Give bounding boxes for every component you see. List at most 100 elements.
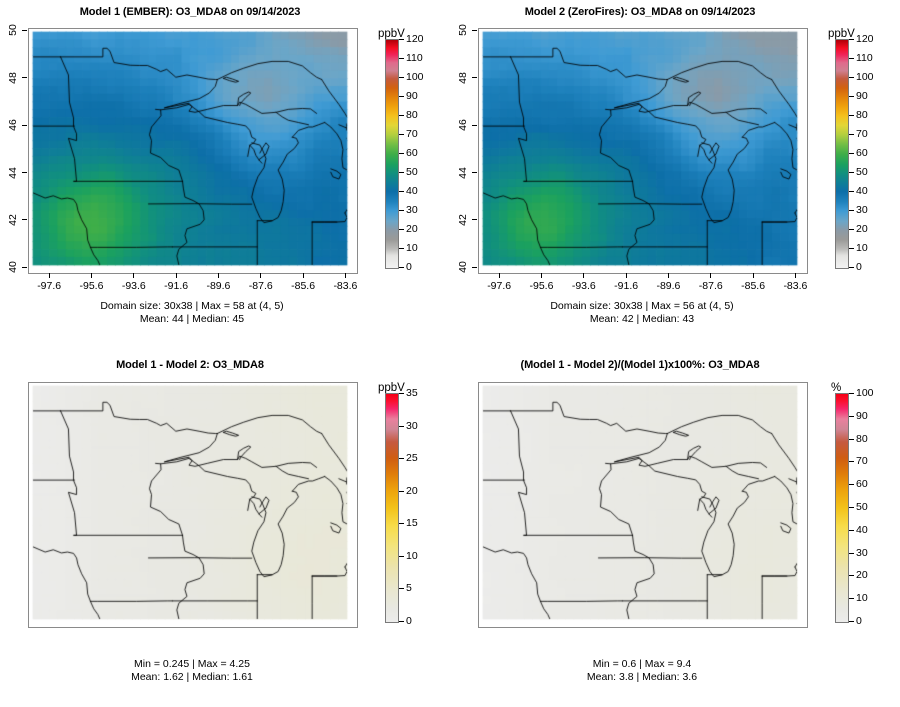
map-raster-diff-pct: [479, 383, 807, 627]
colorbar-tick-label: 80: [856, 109, 868, 121]
map-plot-area[interactable]: [28, 28, 358, 274]
colorbar-gradient: [385, 39, 399, 269]
colorbar-tick-label: 100: [406, 71, 424, 83]
y-tick-label: 44: [457, 166, 469, 179]
colorbar-tick: [399, 229, 404, 230]
panel-caption: Min = 0.245 | Max = 4.25 Mean: 1.62 | Me…: [131, 658, 253, 683]
y-tick-mark: [22, 77, 27, 79]
colorbar-gradient: [385, 393, 399, 623]
y-tick-mark: [22, 219, 27, 221]
y-tick-label: 48: [7, 71, 19, 84]
colorbar-tick: [399, 523, 404, 525]
x-tick-mark: [133, 273, 135, 278]
x-tick-label: -83.6: [333, 280, 358, 292]
colorbar-tick-label: 10: [856, 592, 868, 605]
colorbar-tick: [399, 588, 404, 590]
colorbar-unit-label: ppbV: [378, 28, 405, 40]
x-tick-mark: [217, 273, 219, 278]
y-tick-mark: [22, 124, 27, 126]
colorbar-tick-label: 30: [856, 204, 868, 216]
colorbar-tick: [399, 58, 404, 59]
colorbar-tick-label: 30: [856, 546, 868, 559]
x-tick-label: -83.6: [783, 280, 808, 292]
colorbar-tick-label: 0: [856, 615, 862, 627]
x-tick-mark: [710, 273, 712, 278]
map-plot-area[interactable]: [478, 28, 808, 274]
colorbar-tick: [849, 248, 854, 249]
colorbar-tick: [849, 172, 854, 173]
x-tick-mark: [625, 273, 627, 278]
colorbar-tick: [399, 134, 404, 135]
x-tick-label: -93.6: [571, 280, 596, 292]
colorbar-tick: [849, 621, 854, 622]
colorbar-model1: ppbV 0 10 20 30 40 50 60 70 80 90 100 110 120: [378, 28, 450, 273]
colorbar-tick-label: 80: [856, 432, 868, 445]
panel-model1: Model 1 (EMBER): O3_MDA8 on 09/14/2023 -…: [0, 0, 450, 350]
map-plot-area[interactable]: [28, 382, 358, 628]
colorbar-tick: [849, 267, 854, 268]
colorbar-tick-label: 90: [856, 90, 868, 102]
x-tick-label: -91.6: [164, 280, 189, 292]
x-tick-mark: [344, 273, 346, 278]
colorbar-tick-label: 90: [856, 409, 868, 422]
x-tick-label: -97.6: [487, 280, 512, 292]
y-tick-label: 48: [457, 71, 469, 84]
map-raster-diff-abs: [29, 383, 357, 627]
colorbar-tick-label: 50: [406, 166, 418, 178]
y-tick-mark: [472, 172, 477, 173]
panel-title: Model 1 (EMBER): O3_MDA8 on 09/14/2023: [79, 6, 301, 18]
panel-caption: Domain size: 30x38 | Max = 58 at (4, 5) …: [100, 300, 284, 325]
x-tick-label: -95.6: [79, 280, 104, 292]
colorbar-tick: [399, 267, 404, 268]
x-tick-label: -89.6: [206, 280, 231, 292]
y-tick-label: 40: [7, 261, 19, 274]
map-raster-model1: [29, 29, 357, 273]
colorbar-tick: [849, 96, 854, 97]
x-tick-label: -95.6: [529, 280, 554, 292]
x-tick-mark: [752, 273, 754, 278]
map-raster-model2: [479, 29, 807, 273]
y-tick-label: 50: [7, 24, 19, 37]
colorbar-tick-label: 10: [406, 549, 418, 562]
x-tick-label: -91.6: [614, 280, 639, 292]
x-tick-mark: [302, 273, 304, 278]
colorbar-tick: [849, 77, 854, 78]
panel-title: Model 2 (ZeroFires): O3_MDA8 on 09/14/20…: [524, 6, 756, 18]
panel-difference-absolute: Model 1 - Model 2: O3_MDA8 Min = 0.245 |…: [0, 350, 450, 707]
colorbar-tick: [849, 484, 854, 486]
y-tick-label: 44: [7, 166, 19, 179]
colorbar-tick: [399, 39, 404, 40]
colorbar-tick: [399, 490, 404, 492]
colorbar-tick-label: 20: [406, 223, 418, 235]
y-tick-mark: [22, 29, 27, 31]
x-tick-label: -87.6: [698, 280, 723, 292]
colorbar-tick-label: 110: [856, 52, 873, 64]
colorbar-tick: [399, 621, 404, 622]
colorbar-tick-label: 70: [406, 128, 418, 140]
colorbar-unit-label: ppbV: [828, 28, 855, 40]
colorbar-tick: [849, 134, 854, 135]
y-tick-label: 46: [7, 119, 19, 131]
colorbar-tick: [399, 393, 404, 394]
colorbar-tick: [399, 153, 404, 154]
colorbar-tick-label: 100: [856, 387, 874, 399]
colorbar-tick: [849, 229, 854, 230]
panel-caption: Domain size: 30x38 | Max = 56 at (4, 5) …: [550, 300, 734, 325]
colorbar-tick: [849, 552, 854, 554]
colorbar-gradient: [835, 393, 849, 623]
colorbar-tick-label: 70: [856, 128, 868, 140]
x-tick-mark: [583, 273, 585, 278]
x-tick-mark: [175, 273, 177, 278]
colorbar-tick-label: 0: [406, 615, 412, 627]
colorbar-tick: [399, 96, 404, 97]
y-tick-label: 42: [457, 214, 469, 226]
colorbar-tick: [849, 39, 854, 40]
colorbar-tick-label: 120: [406, 33, 424, 45]
colorbar-tick-label: 120: [856, 33, 874, 45]
x-tick-mark: [260, 273, 262, 278]
colorbar-model2: ppbV 0 10 20 30 40 50 60 70 80 90 100 110 120: [828, 28, 900, 273]
y-tick-mark: [472, 219, 477, 221]
x-tick-label: -87.6: [248, 280, 273, 292]
map-plot-area[interactable]: [478, 382, 808, 628]
colorbar-tick: [399, 458, 404, 460]
